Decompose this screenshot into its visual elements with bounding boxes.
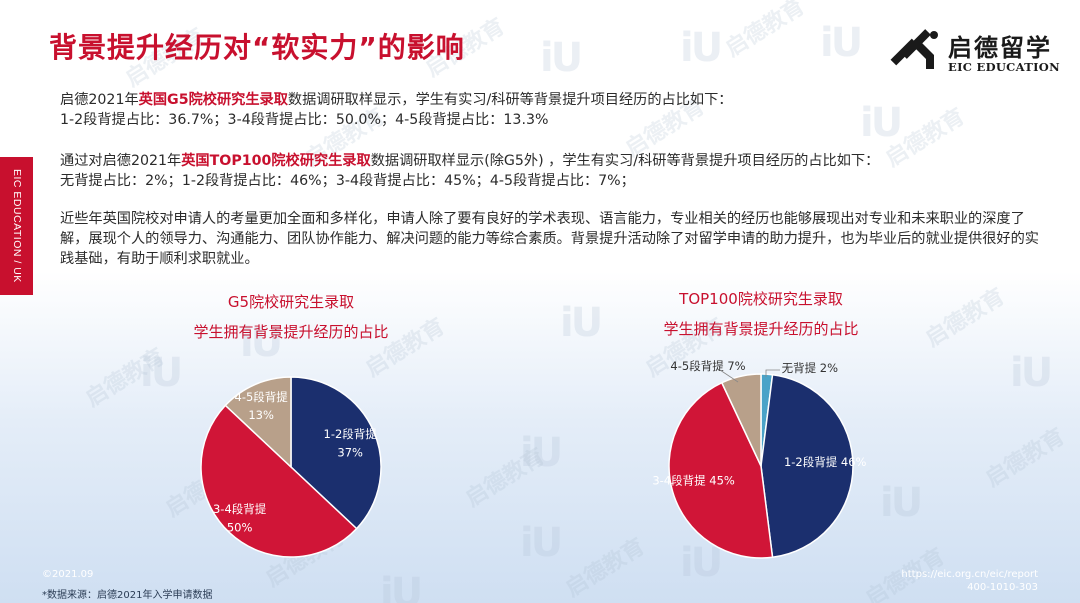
- footer-date: ©2021.09: [42, 569, 94, 580]
- p1-stats: 1-2段背提占比：36.7%；3-4段背提占比：50.0%；4-5段背提占比：1…: [60, 112, 549, 128]
- side-bar: [0, 157, 33, 295]
- p2-suffix: 数据调研取样显示(除G5外) ，学生有实习/科研等背景提升项目经历的占比如下：: [370, 153, 880, 169]
- chart1-slice-2: [224, 376, 292, 469]
- chart2-label-0: 无背提 2%: [782, 361, 838, 375]
- chart2-label-1: 1-2段背提 46%: [784, 455, 867, 469]
- logo: 启德留学 EIC EDUCATION: [890, 25, 1060, 77]
- chart1-title: G5院校研究生录取 学生拥有背景提升经历的占比: [141, 287, 441, 347]
- eic-logo-icon: [890, 29, 938, 69]
- p2-prefix: 通过对启德2021年: [60, 153, 182, 169]
- side-label: EIC EDUCATION / UK: [11, 169, 23, 283]
- page-title: 背景提升经历对“软实力”的影响: [49, 31, 465, 64]
- footer-url[interactable]: https://eic.org.cn/eic/report: [901, 569, 1038, 580]
- footer-source: *数据来源：启德2021年入学申请数据: [42, 590, 213, 601]
- logo-name-en: EIC EDUCATION: [948, 60, 1060, 74]
- chart1-title-line1: G5院校研究生录取: [227, 293, 355, 311]
- p2-highlight: 英国TOP100院校研究生录取: [181, 153, 371, 169]
- chart1-slice-0: [290, 376, 382, 530]
- p1-highlight: 英国G5院校研究生录取: [138, 92, 288, 108]
- paragraph-g5: 启德2021年英国G5院校研究生录取数据调研取样显示，学生有实习/科研等背景提升…: [60, 90, 1040, 130]
- chart1-title-line2: 学生拥有背景提升经历的占比: [193, 323, 389, 341]
- chart1-label-1: 3-4段背提 50%: [213, 502, 267, 534]
- chart2-leader-line: [719, 369, 739, 383]
- p2-stats: 无背提占比：2%；1-2段背提占比：46%；3-4段背提占比：45%；4-5段背…: [60, 173, 635, 189]
- chart2-leader-line: [765, 369, 780, 377]
- chart2-title: TOP100院校研究生录取 学生拥有背景提升经历的占比: [611, 284, 911, 344]
- chart2-slice-2: [668, 381, 774, 559]
- paragraph-summary: 近些年英国院校对申请人的考量更加全面和多样化，申请人除了要有良好的学术表现、语言…: [60, 211, 1039, 267]
- chart1-slice-1: [200, 404, 358, 558]
- chart2-slice-3: [720, 373, 762, 467]
- chart2-title-line2: 学生拥有背景提升经历的占比: [663, 320, 859, 338]
- p1-prefix: 启德2021年: [60, 92, 139, 108]
- chart2-title-line1: TOP100院校研究生录取: [679, 290, 843, 308]
- chart1-label-2: 4-5段背提 13%: [235, 390, 289, 422]
- logo-name-cn: 启德留学: [948, 34, 1052, 62]
- chart1-label-0: 1-2段背提 37%: [324, 427, 378, 459]
- footer-phone: 400-1010-303: [967, 582, 1038, 593]
- paragraph-top100: 通过对启德2021年英国TOP100院校研究生录取数据调研取样显示(除G5外) …: [60, 151, 1040, 191]
- chart2-slice-1: [760, 373, 854, 559]
- p1-suffix: 数据调研取样显示，学生有实习/科研等背景提升项目经历的占比如下：: [287, 92, 733, 108]
- chart2-label-3: 4-5段背提 7%: [670, 359, 745, 373]
- chart2-label-2: 3-4段背提 45%: [652, 473, 735, 487]
